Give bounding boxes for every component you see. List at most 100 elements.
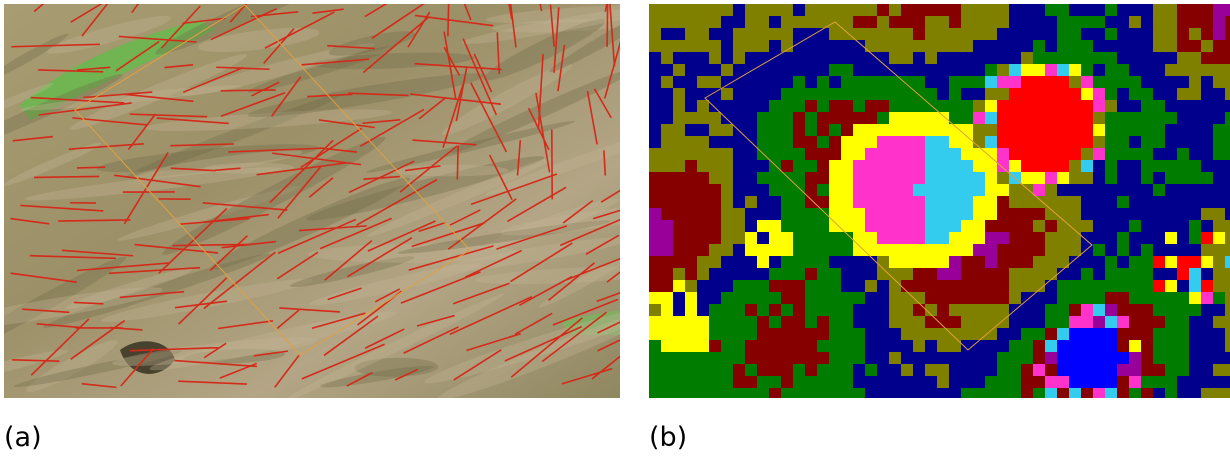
- class-cell: [1201, 160, 1213, 172]
- class-cell: [745, 196, 757, 208]
- class-cell: [661, 64, 673, 76]
- class-cell: [1225, 292, 1230, 304]
- class-cell: [985, 232, 997, 244]
- class-cell: [1057, 76, 1069, 88]
- class-cell: [769, 16, 781, 28]
- class-cell: [1117, 160, 1129, 172]
- class-cell: [865, 328, 877, 340]
- class-cell: [697, 88, 709, 100]
- class-cell: [733, 40, 745, 52]
- class-cell: [1021, 16, 1033, 28]
- class-cell: [937, 40, 949, 52]
- class-cell: [1213, 328, 1225, 340]
- class-cell: [805, 4, 817, 16]
- orientation-line: [457, 146, 458, 180]
- class-cell: [985, 352, 997, 364]
- class-cell: [649, 220, 661, 232]
- class-cell: [1213, 52, 1225, 64]
- class-cell: [1033, 124, 1045, 136]
- class-cell: [697, 184, 709, 196]
- class-cell: [805, 364, 817, 376]
- class-cell: [721, 364, 733, 376]
- class-cell: [937, 28, 949, 40]
- class-cell: [961, 232, 973, 244]
- class-cell: [1057, 88, 1069, 100]
- class-cell: [721, 196, 733, 208]
- class-cell: [1081, 388, 1093, 400]
- class-cell: [1093, 76, 1105, 88]
- class-cell: [1045, 100, 1057, 112]
- class-cell: [961, 256, 973, 268]
- class-cell: [985, 112, 997, 124]
- class-cell: [1105, 232, 1117, 244]
- class-cell: [1045, 40, 1057, 52]
- class-cell: [985, 268, 997, 280]
- class-cell: [697, 40, 709, 52]
- class-cell: [721, 76, 733, 88]
- class-cell: [889, 184, 901, 196]
- class-cell: [1045, 340, 1057, 352]
- class-cell: [661, 280, 673, 292]
- class-cell: [853, 256, 865, 268]
- class-cell: [805, 136, 817, 148]
- class-cell: [1165, 136, 1177, 148]
- panel-label: (a): [4, 422, 42, 453]
- class-cell: [757, 112, 769, 124]
- class-cell: [1069, 100, 1081, 112]
- class-cell: [1021, 124, 1033, 136]
- class-cell: [1129, 112, 1141, 124]
- class-cell: [745, 160, 757, 172]
- class-cell: [757, 388, 769, 400]
- class-cell: [997, 292, 1009, 304]
- class-cell: [721, 340, 733, 352]
- class-cell: [697, 100, 709, 112]
- class-cell: [1165, 232, 1177, 244]
- class-cell: [853, 148, 865, 160]
- class-cell: [709, 40, 721, 52]
- class-cell: [841, 292, 853, 304]
- class-cell: [685, 328, 697, 340]
- class-cell: [721, 208, 733, 220]
- class-cell: [1033, 148, 1045, 160]
- class-cell: [1165, 316, 1177, 328]
- class-cell: [865, 244, 877, 256]
- class-cell: [1069, 352, 1081, 364]
- class-cell: [901, 196, 913, 208]
- class-cell: [721, 304, 733, 316]
- class-cell: [661, 316, 673, 328]
- class-cell: [1201, 136, 1213, 148]
- class-cell: [661, 256, 673, 268]
- class-cell: [1093, 184, 1105, 196]
- class-cell: [1081, 64, 1093, 76]
- class-cell: [1105, 364, 1117, 376]
- class-cell: [889, 292, 901, 304]
- class-cell: [757, 88, 769, 100]
- class-cell: [769, 340, 781, 352]
- class-cell: [757, 16, 769, 28]
- class-cell: [913, 268, 925, 280]
- class-cell: [1009, 364, 1021, 376]
- class-cell: [949, 64, 961, 76]
- class-cell: [1165, 124, 1177, 136]
- class-cell: [901, 268, 913, 280]
- class-cell: [673, 196, 685, 208]
- class-cell: [769, 256, 781, 268]
- class-cell: [901, 352, 913, 364]
- class-cell: [673, 40, 685, 52]
- class-cell: [853, 100, 865, 112]
- class-cell: [745, 292, 757, 304]
- class-cell: [1069, 388, 1081, 400]
- class-cell: [1129, 100, 1141, 112]
- class-cell: [697, 328, 709, 340]
- class-cell: [781, 232, 793, 244]
- class-cell: [1045, 52, 1057, 64]
- class-cell: [1165, 100, 1177, 112]
- class-cell: [697, 64, 709, 76]
- class-cell: [925, 64, 937, 76]
- class-cell: [1213, 388, 1225, 400]
- class-cell: [1189, 76, 1201, 88]
- class-cell: [805, 76, 817, 88]
- class-cell: [1117, 76, 1129, 88]
- class-cell: [1021, 160, 1033, 172]
- class-cell: [793, 16, 805, 28]
